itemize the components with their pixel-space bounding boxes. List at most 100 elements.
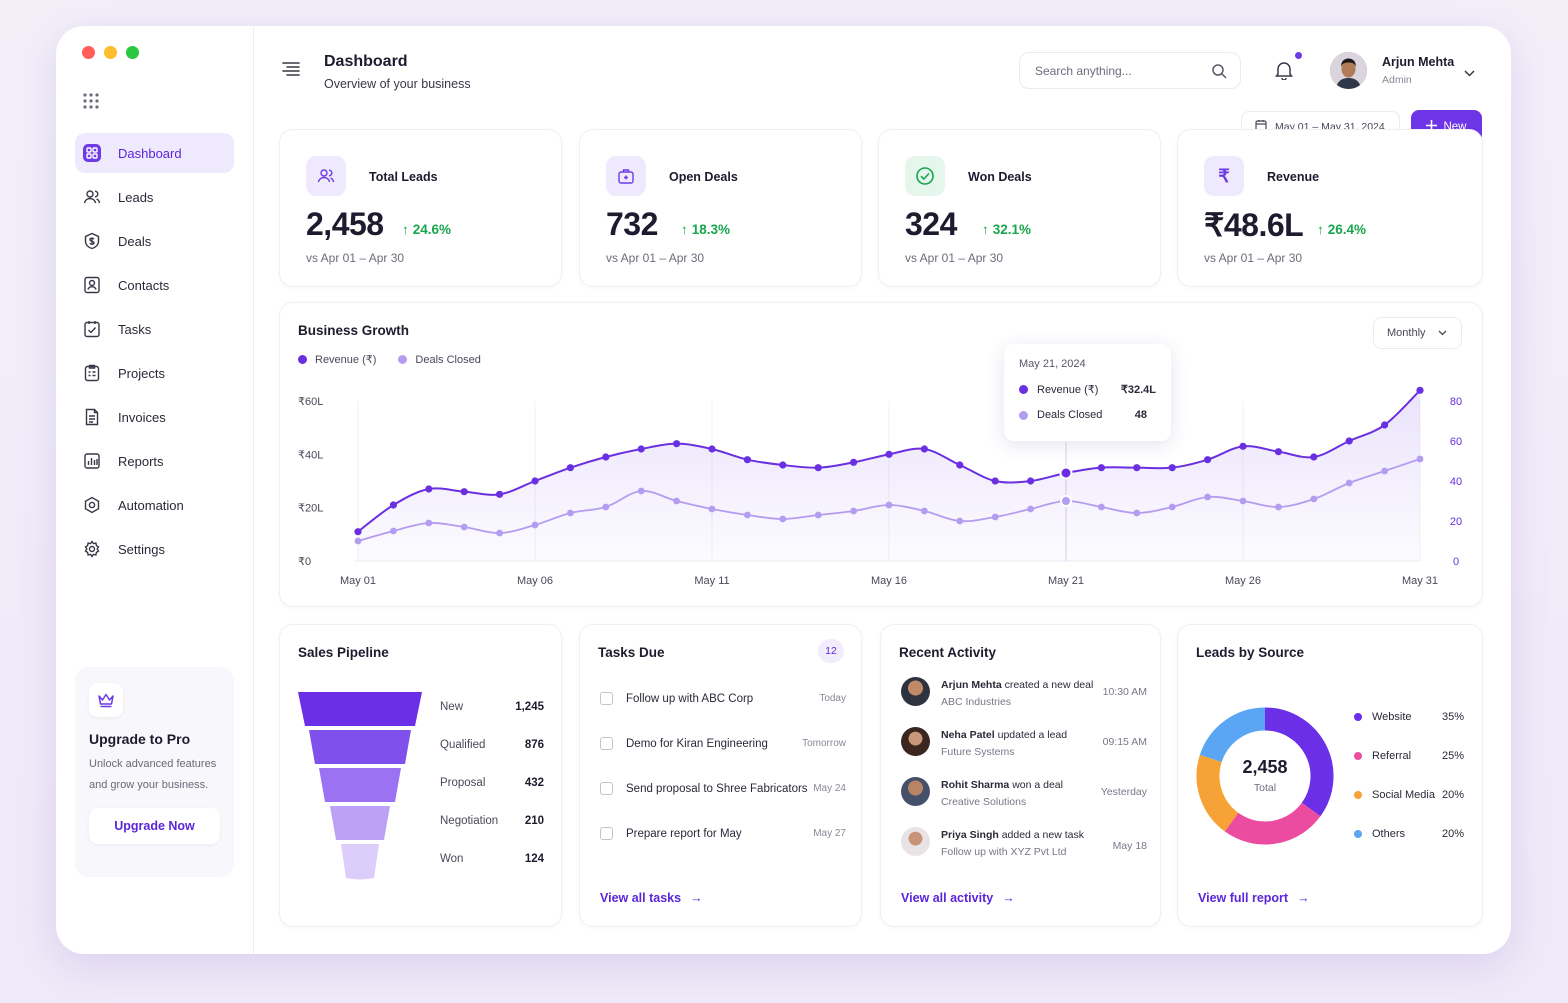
minimize-window-button[interactable] [104,46,117,59]
view-full-report-link[interactable]: View full report → [1198,891,1310,905]
sidebar-item-label: Deals [118,233,152,249]
stat-card-open-deals[interactable]: Open Deals 732 ↑ 18.3% vs Apr 01 – Apr 30 [579,129,862,287]
sidebar-item-projects[interactable]: Projects [75,353,234,393]
avatar [901,727,930,756]
maximize-window-button[interactable] [126,46,139,59]
funnel-stage-qualified[interactable] [309,730,411,764]
sidebar-item-invoices[interactable]: Invoices [75,397,234,437]
search-input[interactable]: Search anything... [1019,52,1241,89]
legend-revenue[interactable]: Revenue (₹) [298,353,376,366]
source-donut-chart[interactable] [1190,701,1340,851]
user-role: Admin [1382,74,1412,86]
task-item[interactable]: Follow up with ABC Corp Today [600,692,846,705]
sidebar-item-tasks[interactable]: Tasks [75,309,234,349]
task-item[interactable]: Send proposal to Shree Fabricators May 24 [600,782,846,795]
period-select[interactable]: Monthly [1373,317,1462,349]
deals-point [496,529,503,537]
menu-toggle-icon[interactable] [282,61,300,82]
close-window-button[interactable] [82,46,95,59]
sidebar-item-label: Reports [118,453,164,469]
upgrade-title: Upgrade to Pro [89,731,191,747]
view-all-tasks-link[interactable]: View all tasks → [600,891,703,905]
stat-card-total-leads[interactable]: Total Leads 2,458 ↑ 24.6% vs Apr 01 – Apr… [279,129,562,287]
y-left-tick-label: ₹60L [298,396,323,408]
tasks-due-card: Tasks Due 12 Follow up with ABC Corp Toda… [579,624,862,927]
sidebar-item-contacts[interactable]: Contacts [75,265,234,305]
app-grid-icon[interactable] [83,93,99,114]
source-label: Referral [1372,750,1412,762]
task-checkbox[interactable] [600,827,613,840]
avatar[interactable] [1330,52,1367,89]
settings-icon [83,540,101,558]
stat-card-won-deals[interactable]: Won Deals 324 ↑ 32.1% vs Apr 01 – Apr 30 [878,129,1161,287]
stat-delta-value: 24.6% [412,222,452,237]
activity-item[interactable]: Priya Singh added a new task Follow up wi… [901,827,1147,867]
activity-time: Yesterday [1100,786,1147,798]
source-row: Website 35% [1354,711,1464,723]
donut-slice-website[interactable] [1264,707,1334,817]
tooltip-value: ₹32.4L [1120,384,1156,396]
activity-sub: Follow up with XYZ Pvt Ltd [941,846,1067,858]
funnel-stage-new[interactable] [298,692,422,726]
source-label: Social Media [1372,789,1435,801]
sidebar-item-settings[interactable]: Settings [75,529,234,569]
sidebar-nav: Dashboard Leads Deals Contacts Tasks Pro… [75,133,234,573]
legend-deals[interactable]: Deals Closed [398,353,481,366]
legend-dot [1019,385,1028,394]
view-all-activity-link[interactable]: View all activity → [901,891,1015,905]
stat-label: Total Leads [369,170,438,184]
task-checkbox[interactable] [600,692,613,705]
deals-point [885,501,893,509]
funnel-stage-proposal[interactable] [319,768,401,802]
growth-chart[interactable]: ₹0 ₹20L ₹40L ₹60L 0 20 40 60 80 May 01 May 06 May 1… [280,303,1484,608]
funnel-stage-won[interactable] [341,844,379,880]
tooltip-label: Deals Closed [1037,409,1103,421]
sidebar-item-reports[interactable]: Reports [75,441,234,481]
x-tick-label: May 06 [517,575,553,587]
task-checkbox[interactable] [600,782,613,795]
y-left-tick-label: ₹0 [298,556,311,568]
stat-delta-value: 32.1% [992,222,1032,237]
dashboard-icon [83,144,101,162]
donut-slice-social-media[interactable] [1196,754,1239,832]
task-item[interactable]: Demo for Kiran Engineering Tomorrow [600,737,846,750]
card-title: Sales Pipeline [298,645,389,660]
revenue-point [1310,453,1318,461]
notification-bell-icon[interactable] [1275,60,1293,85]
donut-total: 2,458 [1242,757,1288,777]
donut-slice-others[interactable] [1199,707,1266,763]
tooltip-value: 48 [1134,409,1147,421]
arrow-up-icon: ↑ [402,222,409,237]
activity-text: Priya Singh added a new task Follow up wi… [941,827,1103,861]
source-dot [1354,830,1362,838]
activity-item[interactable]: Neha Patel updated a lead Future Systems … [901,727,1147,767]
chevron-down-icon[interactable] [1464,64,1475,82]
sidebar-item-label: Dashboard [118,145,182,161]
y-right-tick-label: 0 [1453,556,1459,568]
revenue-point [602,453,610,461]
stat-value: 732 [606,206,658,242]
tasks-count-badge: 12 [818,639,844,663]
stat-compare: vs Apr 01 – Apr 30 [905,251,1004,265]
funnel-stage-negotiation[interactable] [330,806,390,840]
revenue-area [358,390,1420,561]
stat-card-revenue[interactable]: ₹ Revenue ₹48.6L ↑ 26.4% vs Apr 01 – Apr … [1177,129,1483,287]
upgrade-now-button[interactable]: Upgrade Now [89,808,220,844]
activity-action: added a new task [1001,829,1084,841]
sidebar-item-dashboard[interactable]: Dashboard [75,133,234,173]
pipeline-funnel [298,692,422,880]
search-icon[interactable] [1211,63,1227,82]
task-label: Send proposal to Shree Fabricators [626,782,808,795]
deals-highlight-point [1060,495,1072,507]
donut-slice-referral[interactable] [1224,802,1321,845]
task-label: Follow up with ABC Corp [626,692,754,705]
activity-item[interactable]: Arjun Mehta created a new deal ABC Indust… [901,677,1147,717]
sidebar-item-leads[interactable]: Leads [75,177,234,217]
task-checkbox[interactable] [600,737,613,750]
arrow-right-icon: → [690,891,703,905]
sidebar-item-deals[interactable]: Deals [75,221,234,261]
sidebar-item-automation[interactable]: Automation [75,485,234,525]
task-item[interactable]: Prepare report for May May 27 [600,827,846,840]
activity-item[interactable]: Rohit Sharma won a deal Creative Solution… [901,777,1147,817]
app-window: Dashboard Leads Deals Contacts Tasks Pro… [56,26,1511,954]
